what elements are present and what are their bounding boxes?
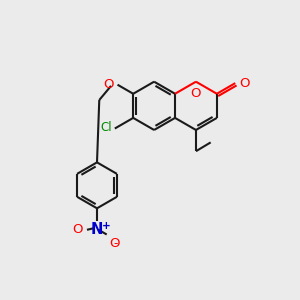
Text: O: O [191,87,201,100]
Text: O: O [109,238,119,250]
Text: O: O [103,78,113,91]
Text: Cl: Cl [101,121,112,134]
Text: -: - [113,238,118,250]
Text: +: + [102,221,111,231]
Text: N: N [91,222,103,237]
Text: O: O [239,76,250,90]
Text: O: O [73,223,83,236]
